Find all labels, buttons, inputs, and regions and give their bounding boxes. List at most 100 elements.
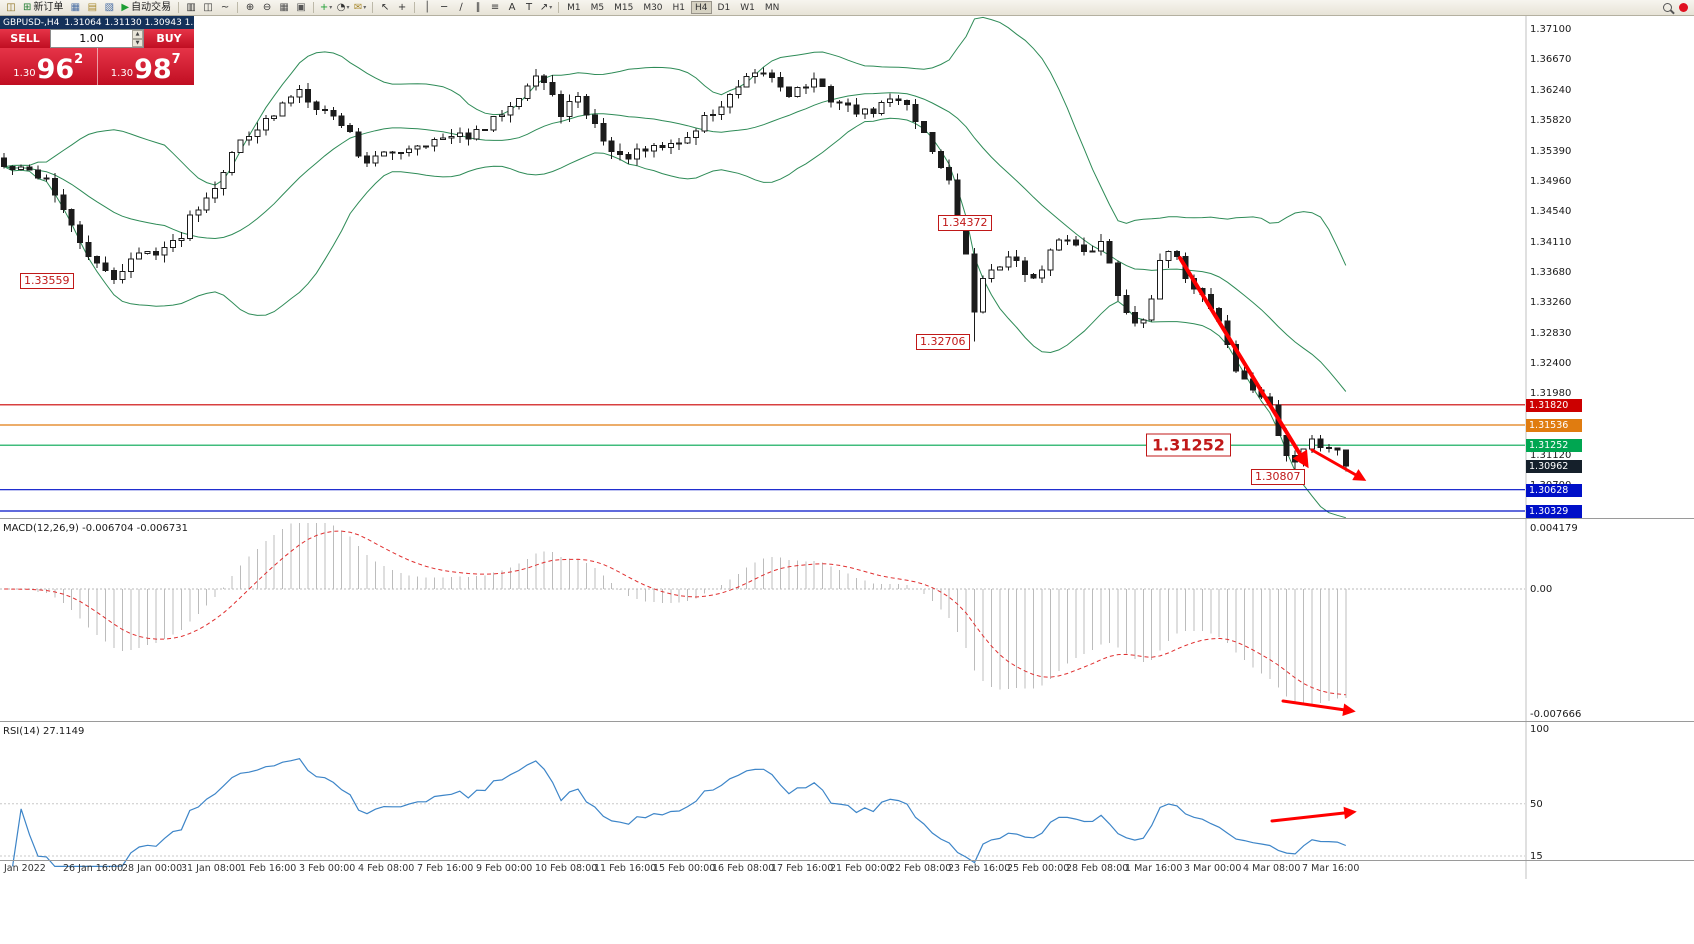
timeframe-button-h1[interactable]: H1	[672, 2, 686, 13]
volume-up-button[interactable]: ▲	[132, 30, 143, 39]
terminal-window-icon[interactable]: ◫	[3, 1, 19, 15]
chevron-down-icon: ▾	[549, 3, 553, 11]
trendline-icon[interactable]: ∕	[453, 1, 469, 15]
price-callout[interactable]: 1.31252	[1146, 433, 1231, 457]
charts-grid-icon[interactable]: ▦	[67, 1, 83, 15]
cursor-icon[interactable]: ↖	[377, 1, 393, 15]
time-tick: 9 Feb 00:00	[476, 863, 533, 874]
rsi-direction-arrow[interactable]	[1270, 806, 1357, 823]
zoom-out-icon[interactable]: ⊖	[259, 1, 275, 15]
horizontal-line-icon-glyph: ─	[441, 1, 448, 13]
price-callout[interactable]: 1.34372	[938, 215, 992, 231]
templates-icon-glyph: ✉	[353, 1, 363, 13]
profiles-icon-glyph: ▤	[87, 1, 98, 13]
time-tick: 31 Jan 08:00	[181, 863, 242, 874]
price-tick: 1.34960	[1530, 176, 1572, 187]
charts-grid-icon-glyph: ▦	[70, 1, 81, 13]
channel-icon-glyph: ∥	[475, 1, 481, 13]
sell-price-big: 96	[36, 54, 75, 86]
tile-windows-icon[interactable]: ▦	[276, 1, 292, 15]
search-icon[interactable]	[1659, 1, 1675, 15]
time-tick: 28 Jan 00:00	[122, 863, 183, 874]
sell-button[interactable]: SELL	[0, 29, 50, 48]
tile-windows-icon-glyph: ▦	[279, 1, 289, 13]
timeframe-button-w1[interactable]: W1	[740, 2, 755, 13]
new-order-button[interactable]: ⊞ 新订单	[20, 1, 66, 15]
label-icon[interactable]: T	[521, 1, 537, 15]
symbol-label: GBPUSD-,H4	[3, 17, 60, 28]
new-order-button-glyph: ⊞	[23, 1, 32, 13]
toolbar-items: ◫ ⊞ 新订单 ▦ ▤ ▧ ▶ 自动交易 ▥ ◫ ~ ⊕ ⊖ ▦ ▣ + ▾ ◔ ▾ ✉ ▾ ↖ + │ ─ ∕ ∥ ≡ A T ↗ ▾	[3, 1, 562, 15]
candles-layer	[1, 67, 1349, 477]
fibonacci-icon[interactable]: ≡	[487, 1, 503, 15]
time-tick: 28 Feb 08:00	[1066, 863, 1129, 874]
periods-icon[interactable]: ◔ ▾	[335, 1, 351, 15]
price-callout[interactable]: 1.30807	[1251, 469, 1305, 485]
panel-separator[interactable]	[0, 721, 1694, 722]
volume-spinner: ▲ ▼	[132, 30, 143, 47]
vertical-line-icon-glyph: │	[424, 1, 431, 13]
text-icon[interactable]: A	[504, 1, 520, 15]
timeframe-button-d1[interactable]: D1	[717, 2, 731, 13]
sell-price-button[interactable]: 1.30 96 2	[0, 48, 97, 85]
volume-input[interactable]	[51, 30, 132, 47]
crosshair-icon[interactable]: +	[394, 1, 410, 15]
timeframe-button-m5[interactable]: M5	[590, 2, 605, 13]
rsi-line	[12, 758, 1347, 868]
time-tick: 1 Feb 16:00	[240, 863, 297, 874]
time-tick: 25 Feb 00:00	[1007, 863, 1070, 874]
zoom-in-icon[interactable]: ⊕	[242, 1, 258, 15]
downtrend-arrow-main[interactable]	[1178, 256, 1309, 469]
sell-price-sup: 2	[74, 52, 84, 67]
trendline-icon-glyph: ∕	[459, 1, 463, 13]
fibonacci-icon-glyph: ≡	[490, 1, 500, 13]
sell-price-base: 1.30	[13, 68, 36, 79]
timeframe-button-h4[interactable]: H4	[691, 1, 712, 14]
price-callout[interactable]: 1.32706	[916, 334, 970, 350]
price-axis[interactable]: 1.37100 1.36670 1.36240 1.35820 1.35390 1.349…	[1526, 16, 1601, 880]
timeframe-button-m1[interactable]: M1	[567, 2, 581, 13]
volume-field[interactable]: ▲ ▼	[50, 29, 144, 48]
time-tick: 3 Mar 00:00	[1184, 863, 1242, 874]
notification-badge[interactable]	[1675, 1, 1691, 15]
indicators-add-icon[interactable]: + ▾	[318, 1, 334, 15]
time-tick: Jan 2022	[4, 863, 46, 874]
macd-scale-tick: -0.007666	[1530, 709, 1582, 720]
time-tick: 4 Feb 08:00	[358, 863, 415, 874]
rsi-scale-tick: 50	[1530, 799, 1543, 810]
autotrading-button[interactable]: ▶ 自动交易	[118, 1, 174, 15]
ohlc-values: 1.31064 1.31130 1.30943 1.30962	[64, 17, 222, 28]
time-tick: 15 Feb 00:00	[653, 863, 716, 874]
vertical-line-icon[interactable]: │	[419, 1, 435, 15]
bar-chart-type-icon[interactable]: ▥	[183, 1, 199, 15]
panel-separator[interactable]	[0, 518, 1694, 519]
timeframe-button-m15[interactable]: M15	[614, 2, 634, 13]
channel-icon[interactable]: ∥	[470, 1, 486, 15]
buy-button[interactable]: BUY	[144, 29, 194, 48]
horizontal-line-icon[interactable]: ─	[436, 1, 452, 15]
timeframe-button-mn[interactable]: MN	[764, 2, 780, 13]
auto-arrange-icon[interactable]: ▣	[293, 1, 309, 15]
candlestick-type-icon[interactable]: ◫	[200, 1, 216, 15]
volume-down-button[interactable]: ▼	[132, 38, 143, 47]
buy-price-base: 1.30	[110, 68, 134, 79]
new-order-button-label: 新订单	[33, 1, 64, 13]
buy-price-button[interactable]: 1.30 98 7	[98, 48, 195, 85]
timeframe-button-m30[interactable]: M30	[643, 2, 663, 13]
panel-separator[interactable]	[0, 860, 1694, 861]
templates-icon[interactable]: ✉ ▾	[352, 1, 368, 15]
profiles-icon[interactable]: ▤	[84, 1, 100, 15]
price-callout[interactable]: 1.33559	[20, 273, 74, 289]
time-axis[interactable]: Jan 2022 26 Jan 16:00 28 Jan 00:00 31 Jan 0…	[0, 861, 1694, 879]
arrows-icon[interactable]: ↗ ▾	[538, 1, 554, 15]
line-chart-type-icon[interactable]: ~	[217, 1, 233, 15]
time-tick: 16 Feb 08:00	[712, 863, 775, 874]
price-tag: 1.31536	[1526, 419, 1582, 432]
time-tick: 11 Feb 16:00	[594, 863, 657, 874]
downtrend-arrow-small[interactable]	[1310, 448, 1367, 481]
horizontal-lines-layer[interactable]	[0, 404, 1525, 512]
market-watch-icon[interactable]: ▧	[101, 1, 117, 15]
macd-direction-arrow[interactable]	[1281, 699, 1356, 716]
